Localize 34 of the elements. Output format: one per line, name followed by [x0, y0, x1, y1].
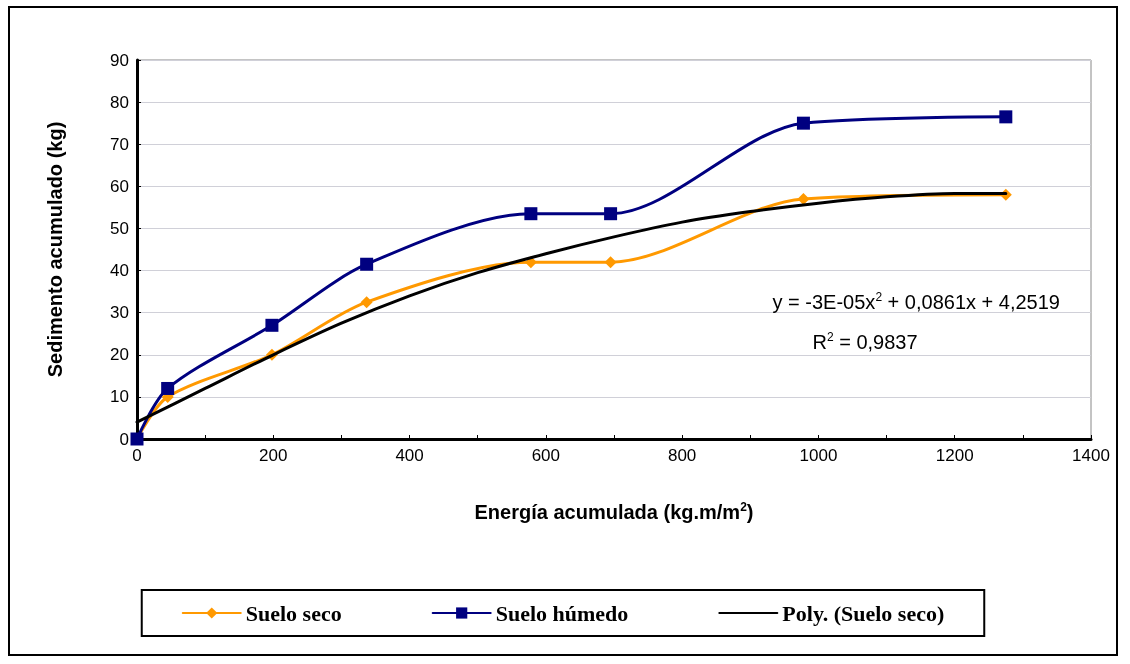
y-tick-label: 50 — [110, 218, 129, 238]
point — [360, 296, 373, 309]
point — [796, 116, 810, 130]
point — [797, 192, 810, 205]
y-tick-label: 90 — [110, 50, 129, 70]
x-tick-label: 0 — [132, 446, 142, 465]
x-tick-label: 800 — [667, 446, 697, 465]
y-tick-label: 0 — [119, 429, 129, 449]
x-tick-label: 1400 — [1072, 446, 1110, 465]
point — [265, 318, 279, 332]
point — [604, 256, 617, 269]
y-tick-label: 80 — [110, 92, 129, 112]
legend-label: Poly. (Suelo seco) — [782, 600, 945, 626]
point — [161, 381, 175, 395]
point — [999, 110, 1013, 124]
point — [604, 207, 618, 221]
annotation: R$^{2}$ = 0,9837 — [812, 330, 918, 354]
y-tick-label: 20 — [110, 345, 129, 365]
point — [524, 207, 538, 221]
y-axis-title: Sedimento acumulado (kg) — [44, 121, 66, 378]
y-tick-label: 30 — [110, 303, 129, 323]
legend-label: Suelo seco — [245, 600, 342, 626]
y-tick-label: 10 — [110, 387, 129, 407]
y-tick-label: 70 — [110, 134, 129, 154]
x-tick-label: 1200 — [935, 446, 974, 465]
x-tick-label: 200 — [259, 446, 288, 465]
x-tick-label: 1000 — [799, 446, 838, 465]
x-tick-label: 400 — [395, 446, 424, 465]
y-tick-label: 60 — [110, 176, 129, 196]
point — [360, 257, 374, 271]
legend-label: Suelo húmedo — [495, 600, 629, 626]
annotation: y = -3E-05x$^{2}$ + 0,0861x + 4,2519 — [772, 290, 1060, 314]
y-tick-label: 40 — [110, 261, 129, 281]
x-tick-label: 600 — [531, 446, 561, 465]
